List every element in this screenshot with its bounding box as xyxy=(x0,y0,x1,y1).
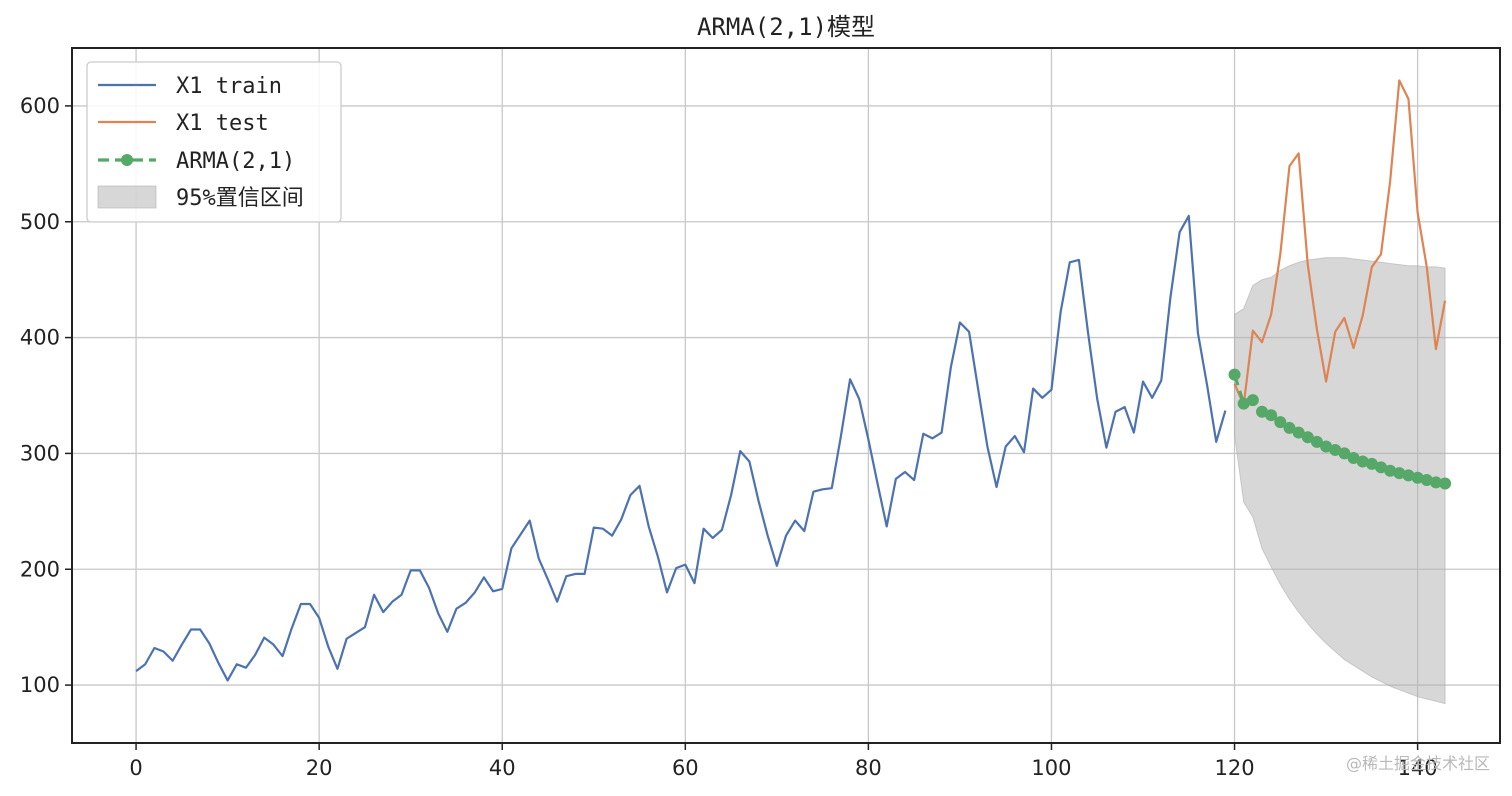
legend: X1 train X1 test ARMA(2,1) 95%置信区间 xyxy=(86,61,342,223)
legend-label: ARMA(2,1) xyxy=(176,149,295,174)
legend-label: 95%置信区间 xyxy=(176,186,304,211)
legend-box xyxy=(86,61,342,223)
series-line-train xyxy=(135,214,1227,682)
grid-lines xyxy=(72,48,1500,743)
arma-point xyxy=(1356,455,1369,468)
x-tick-label: 0 xyxy=(129,756,142,780)
chart-title: ARMA(2,1)模型 xyxy=(697,13,875,41)
arma-point xyxy=(1393,467,1406,480)
x-tick-label: 20 xyxy=(306,756,333,780)
series-layer xyxy=(135,79,1452,682)
watermark: @稀土掘金技术社区 xyxy=(1345,754,1490,773)
x-tick-label: 60 xyxy=(672,756,699,780)
arma-point xyxy=(1384,464,1397,477)
arma-point xyxy=(1237,397,1250,410)
x-tick-label: 120 xyxy=(1214,756,1254,780)
arma-point xyxy=(1420,474,1433,487)
arma-point xyxy=(1274,416,1287,429)
arma-point xyxy=(1338,447,1351,460)
x-tick-label: 100 xyxy=(1031,756,1071,780)
legend-label: X1 train xyxy=(176,74,282,99)
legend-label: X1 test xyxy=(176,111,269,136)
y-tick-label: 100 xyxy=(20,673,60,697)
arma-point xyxy=(1265,409,1278,422)
y-tick-label: 500 xyxy=(20,210,60,234)
arma-point xyxy=(1301,431,1314,444)
legend-marker xyxy=(121,154,133,166)
series-line-test xyxy=(1233,79,1447,406)
arma-point xyxy=(1256,405,1268,418)
arma-point xyxy=(1347,452,1360,465)
x-tick-label: 80 xyxy=(855,756,882,780)
arma-point xyxy=(1429,476,1442,489)
arma-point xyxy=(1246,394,1259,407)
arma-point xyxy=(1402,469,1415,482)
axis-ticks: 0 20 40 60 80 100 120 140 100 200 300 400 500 600 xyxy=(20,94,1438,780)
x-tick-label: 40 xyxy=(489,756,516,780)
arma-point xyxy=(1310,435,1323,448)
arma-point xyxy=(1292,426,1305,439)
arma-point xyxy=(1283,421,1296,434)
arma-point xyxy=(1411,471,1424,484)
y-tick-label: 400 xyxy=(20,326,60,350)
arma-point xyxy=(1320,440,1333,453)
plot-frame xyxy=(71,47,1501,744)
y-tick-label: 300 xyxy=(20,441,60,465)
arma-point xyxy=(1228,368,1241,381)
x-tick-label: 140 xyxy=(1398,756,1438,780)
arma-point xyxy=(1375,461,1387,474)
y-tick-label: 200 xyxy=(20,557,60,581)
y-tick-label: 600 xyxy=(20,94,60,118)
legend-swatch xyxy=(97,185,157,209)
arma-point xyxy=(1329,443,1342,456)
arma-point xyxy=(1439,477,1452,490)
arma-point xyxy=(1365,457,1378,470)
